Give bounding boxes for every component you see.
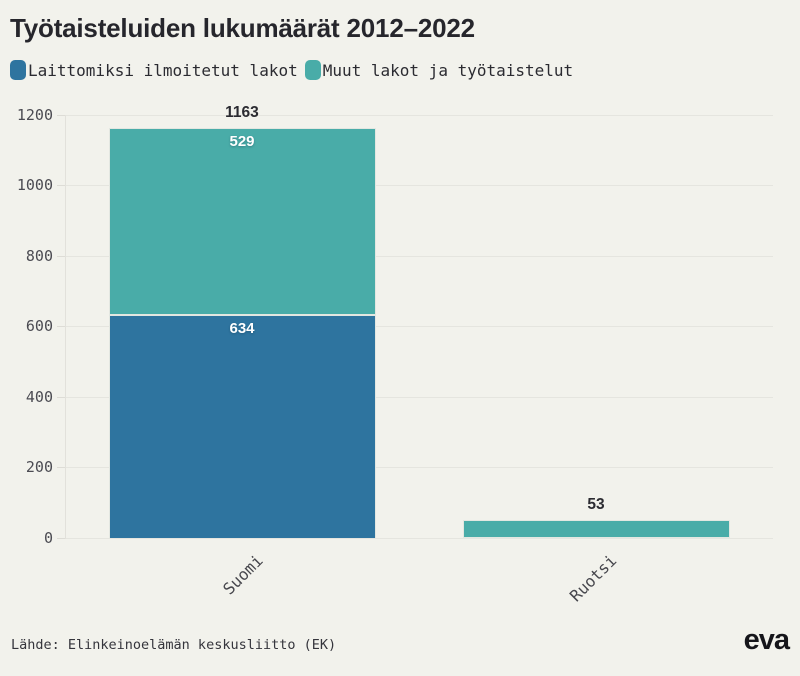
legend-item-1: Muut lakot ja työtaistelut (304, 60, 574, 80)
gridline-200 (65, 467, 773, 469)
gridline-800 (65, 255, 773, 257)
chart-title: Työtaisteluiden lukumäärät 2012–2022 (10, 13, 475, 43)
source-note: Lähde: Elinkeinoelämän keskusliitto (EK) (11, 637, 337, 653)
legend-label: Muut lakot ja työtaistelut (322, 60, 574, 80)
bar-segment-suomi-1 (108, 128, 376, 315)
bar-value-label-suomi-1: 529 (229, 133, 255, 151)
legend-item-0: Laittomiksi ilmoitetut lakot (10, 60, 298, 80)
gridline-1000 (65, 185, 773, 187)
bar-total-label-ruotsi: 53 (587, 495, 605, 513)
y-tick-mark-800 (57, 255, 65, 257)
y-tick-mark-200 (57, 467, 65, 469)
gridline-0 (65, 538, 773, 539)
x-tick-label-suomi: Suomi (218, 550, 267, 598)
y-tick-label-400: 400 (25, 387, 53, 406)
y-tick-label-600: 600 (25, 317, 53, 336)
legend-label: Laittomiksi ilmoitetut lakot (28, 60, 298, 80)
y-tick-mark-1000 (57, 185, 65, 187)
x-tick-label-ruotsi: Ruotsi (566, 550, 621, 605)
y-tick-label-1200: 1200 (16, 105, 53, 124)
y-tick-mark-400 (57, 396, 65, 398)
y-tick-mark-1200 (57, 114, 65, 116)
bar-total-label-suomi: 1163 (225, 104, 259, 122)
bar-segment-ruotsi-1 (462, 519, 730, 538)
y-tick-label-800: 800 (25, 246, 53, 265)
gridline-1200 (65, 114, 773, 116)
gridline-600 (65, 326, 773, 328)
legend: Laittomiksi ilmoitetut lakot Muut lakot j… (10, 58, 573, 82)
legend-swatch (304, 60, 321, 80)
y-axis-line (65, 115, 66, 539)
segment-separator-ruotsi (462, 536, 730, 539)
y-tick-label-0: 0 (43, 529, 53, 547)
segment-separator-suomi (108, 313, 376, 316)
y-tick-mark-600 (57, 326, 65, 328)
bar-segment-suomi-0 (108, 314, 376, 539)
y-tick-mark-0 (57, 538, 65, 539)
gridline-400 (65, 396, 773, 398)
legend-swatch (10, 60, 26, 80)
bar-value-label-suomi-0: 634 (229, 319, 255, 337)
y-tick-label-1000: 1000 (16, 176, 53, 195)
y-tick-label-200: 200 (25, 458, 53, 477)
eva-logo: eva (743, 624, 790, 656)
